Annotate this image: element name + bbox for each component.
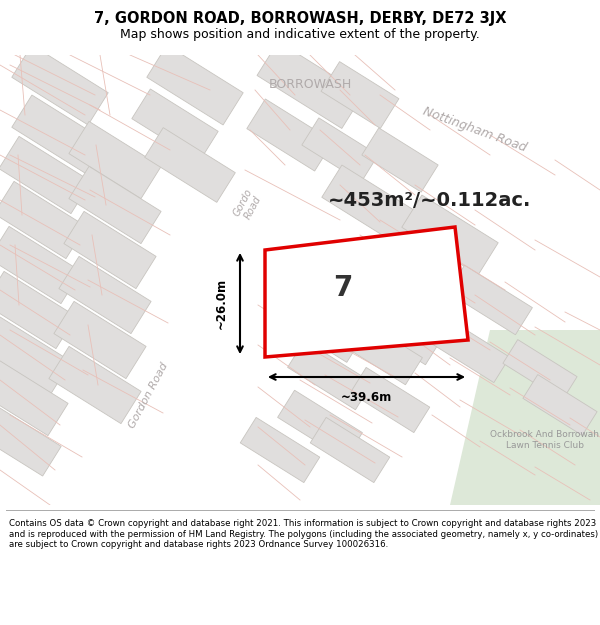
Polygon shape: [450, 330, 600, 505]
Text: ~453m²/~0.112ac.: ~453m²/~0.112ac.: [328, 191, 532, 209]
Polygon shape: [0, 316, 71, 394]
Polygon shape: [54, 301, 146, 379]
Polygon shape: [69, 166, 161, 244]
Text: ~26.0m: ~26.0m: [215, 278, 228, 329]
Polygon shape: [12, 45, 108, 125]
Text: BORROWASH: BORROWASH: [268, 79, 352, 91]
Text: Map shows position and indicative extent of the property.: Map shows position and indicative extent…: [120, 28, 480, 41]
Polygon shape: [258, 55, 600, 247]
Polygon shape: [0, 358, 68, 436]
Text: Gordo
Road: Gordo Road: [232, 187, 265, 223]
Text: 7, GORDON ROAD, BORROWASH, DERBY, DE72 3JX: 7, GORDON ROAD, BORROWASH, DERBY, DE72 3…: [94, 11, 506, 26]
Polygon shape: [12, 95, 108, 175]
Text: Gordon Road: Gordon Road: [127, 361, 170, 429]
Text: Contains OS data © Crown copyright and database right 2021. This information is : Contains OS data © Crown copyright and d…: [9, 519, 598, 549]
Polygon shape: [247, 99, 333, 171]
Polygon shape: [0, 404, 61, 476]
Polygon shape: [402, 195, 498, 275]
Polygon shape: [0, 181, 86, 259]
Polygon shape: [59, 256, 151, 334]
Polygon shape: [215, 55, 260, 285]
Polygon shape: [358, 295, 442, 365]
Polygon shape: [503, 339, 577, 401]
Polygon shape: [362, 128, 438, 192]
Polygon shape: [115, 285, 255, 505]
Polygon shape: [448, 265, 532, 335]
Polygon shape: [240, 418, 320, 482]
Polygon shape: [430, 318, 510, 382]
Polygon shape: [0, 136, 91, 214]
Polygon shape: [69, 121, 161, 199]
Polygon shape: [49, 346, 141, 424]
Polygon shape: [64, 211, 156, 289]
Polygon shape: [278, 390, 362, 460]
Polygon shape: [287, 340, 373, 410]
Polygon shape: [338, 315, 422, 385]
Polygon shape: [321, 62, 399, 128]
Polygon shape: [132, 89, 218, 161]
Polygon shape: [257, 41, 363, 129]
Polygon shape: [265, 227, 468, 357]
Polygon shape: [322, 165, 418, 245]
Text: Nottingham Road: Nottingham Road: [421, 105, 529, 155]
Polygon shape: [147, 45, 243, 125]
Polygon shape: [0, 271, 76, 349]
Polygon shape: [374, 238, 466, 312]
Polygon shape: [350, 368, 430, 432]
Text: ~39.6m: ~39.6m: [341, 391, 392, 404]
Polygon shape: [310, 418, 390, 482]
Polygon shape: [0, 55, 310, 100]
Polygon shape: [302, 118, 378, 182]
Polygon shape: [145, 127, 235, 202]
Polygon shape: [275, 288, 365, 362]
Text: 7: 7: [334, 274, 353, 302]
Text: Ockbrook And Borrowah
Lawn Tennis Club: Ockbrook And Borrowah Lawn Tennis Club: [491, 430, 599, 450]
Polygon shape: [0, 226, 81, 304]
Polygon shape: [523, 374, 597, 436]
